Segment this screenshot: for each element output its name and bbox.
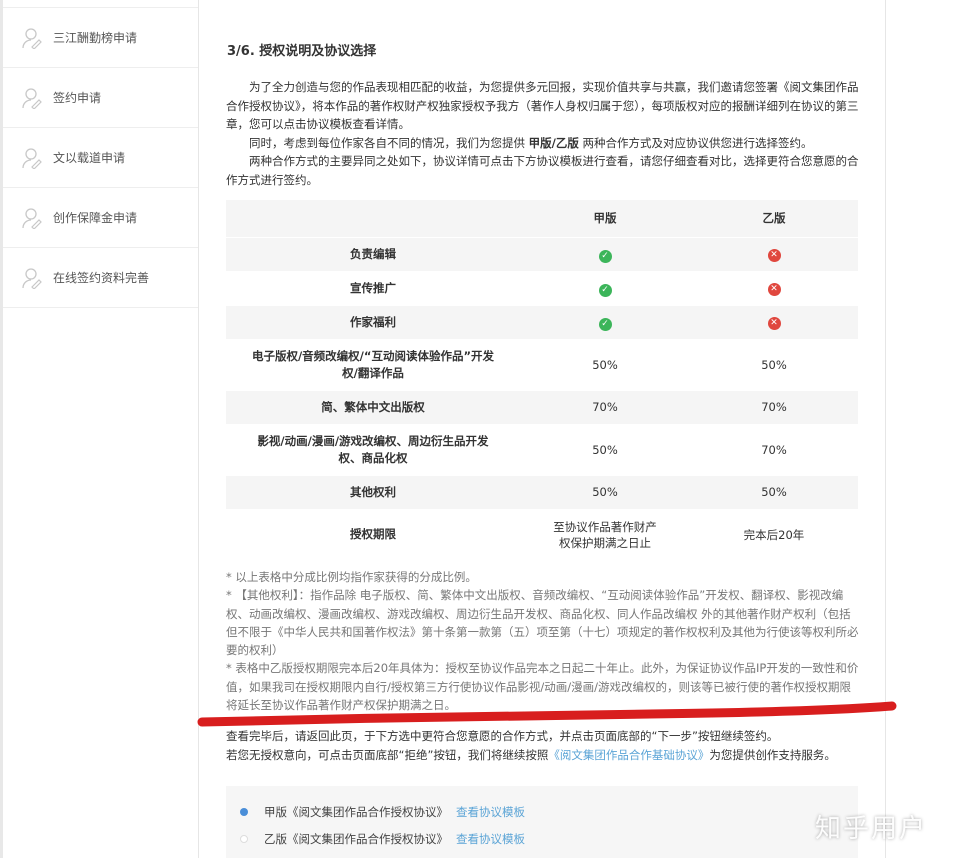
- row-label: 简、繁体中文出版权: [226, 390, 520, 425]
- note: * 【其他权利】：指作品除 电子版权、简、繁体中文出版权、音频改编权、“互动阅读…: [226, 588, 859, 658]
- main-content: 3/6. 授权说明及协议选择 为了全力创造与您的作品表现相匹配的收益，为您提供多…: [199, 0, 886, 858]
- cross-icon: ✕: [767, 317, 781, 330]
- cell-value: 50%: [592, 485, 618, 499]
- intro-text-part: 同时，考虑到每位作家各自不同的情况，我们为您提供: [249, 135, 529, 150]
- cell-value: 50%: [592, 442, 618, 457]
- version-b-cell: 70%: [690, 390, 858, 425]
- intro-paragraph: 为了全力创造与您的作品表现相匹配的收益，为您提供多元回报，实现价值共享与共赢，我…: [226, 80, 859, 131]
- row-label: 宣传推广: [226, 271, 520, 306]
- basic-agreement-link[interactable]: 《阅文集团作品合作基础协议》: [548, 747, 710, 762]
- version-a-cell: ✓: [520, 305, 690, 340]
- note: * 表格中乙版授权期限完本后20年具体为：授权至协议作品完本之日起二十年止。此外…: [226, 661, 859, 713]
- sidebar-item-label: 三江酬勤榜申请: [53, 31, 138, 45]
- version-b-cell: 50%: [690, 339, 858, 391]
- version-a-cell: 50%: [520, 424, 690, 476]
- row-label: 授权期限: [226, 509, 520, 561]
- instruction-text: 为您提供创作支持服务。: [709, 747, 836, 762]
- instructions: 查看完毕后，请返回此页，于下方选中更符合您意愿的合作方式，并点击页面底部的“下一…: [226, 727, 860, 764]
- option-version-b[interactable]: 乙版《阅文集团作品合作授权协议》 查看协议模板: [226, 825, 858, 852]
- table-row: 宣传推广 ✓ ✕: [226, 271, 858, 306]
- table-row: 作家福利 ✓ ✕: [226, 305, 858, 340]
- cell-value: 70%: [761, 400, 787, 414]
- option-label: 甲版《阅文集团作品合作授权协议》: [264, 804, 448, 819]
- table-row: 电子版权/音频改编权/“互动阅读体验作品”开发权/翻译作品 50% 50%: [226, 339, 858, 391]
- version-a-cell: 至协议作品著作财产权保护期满之日止: [520, 509, 690, 561]
- user-edit-icon: [22, 147, 42, 169]
- cell-value: 50%: [761, 357, 787, 372]
- cell-value: 70%: [761, 442, 787, 457]
- version-a-cell: 50%: [520, 339, 690, 391]
- table-row: 简、繁体中文出版权 70% 70%: [226, 390, 858, 425]
- watermark: 知乎用户: [815, 814, 928, 844]
- version-b-cell: 完本后20年: [690, 509, 858, 561]
- check-icon: ✓: [598, 317, 612, 331]
- version-b-cell: 50%: [690, 475, 858, 510]
- version-b-cell: ✕: [690, 305, 858, 340]
- sidebar-item[interactable]: 在线签约资料完善: [3, 248, 198, 308]
- header-version-a: 甲版: [520, 200, 690, 238]
- cell-value: 完本后20年: [743, 527, 805, 542]
- comparison-table: 甲版 乙版 负责编辑 ✓ ✕ 宣传推广 ✓ ✕ 作家福利 ✓ ✕ 电子版权/音频改编权/“互动阅读…: [226, 200, 858, 561]
- version-b-cell: 70%: [690, 424, 858, 476]
- sidebar-item[interactable]: 创作保障金申请: [3, 188, 198, 248]
- intro-bold: 甲版/乙版: [528, 135, 579, 150]
- user-edit-icon: [22, 27, 42, 49]
- version-a-cell: ✓: [520, 237, 690, 272]
- instruction-line: 若您无授权意向，可点击页面底部“拒绝”按钮，我们将继续按照《阅文集团作品合作基础…: [226, 746, 860, 765]
- cross-icon: ✕: [767, 249, 781, 262]
- cell-value: 50%: [761, 485, 787, 499]
- cell-value: 50%: [592, 357, 618, 372]
- row-label: 作家福利: [226, 305, 520, 340]
- user-edit-icon: [22, 267, 42, 289]
- version-b-cell: ✕: [690, 237, 858, 272]
- radio-version-b[interactable]: [240, 834, 248, 843]
- row-label: 电子版权/音频改编权/“互动阅读体验作品”开发权/翻译作品: [226, 339, 520, 391]
- view-template-link[interactable]: 查看协议模板: [456, 831, 525, 846]
- table-row: 授权期限 至协议作品著作财产权保护期满之日止 完本后20年: [226, 509, 858, 561]
- row-label: 其他权利: [226, 475, 520, 510]
- row-label: 负责编辑: [226, 237, 520, 272]
- sidebar-item[interactable]: 文以载道申请: [3, 128, 198, 188]
- cell-value: 70%: [592, 400, 618, 414]
- instruction-text: 若您无授权意向，可点击页面底部“拒绝”按钮，我们将继续按照: [226, 747, 549, 762]
- table-row: 负责编辑 ✓ ✕: [226, 237, 858, 272]
- version-a-cell: ✓: [520, 271, 690, 306]
- radio-version-a[interactable]: [240, 807, 248, 816]
- intro-paragraph: 同时，考虑到每位作家各自不同的情况，我们为您提供 甲版/乙版 两种合作方式及对应…: [226, 134, 860, 153]
- option-version-a[interactable]: 甲版《阅文集团作品合作授权协议》 查看协议模板: [226, 798, 858, 825]
- table-row: 影视/动画/漫画/游戏改编权、周边衍生品开发权、商品化权 50% 70%: [226, 424, 858, 476]
- version-a-cell: 70%: [520, 390, 690, 425]
- table-header-row: 甲版 乙版: [226, 200, 858, 238]
- check-icon: ✓: [598, 249, 612, 263]
- intro-text: 为了全力创造与您的作品表现相匹配的收益，为您提供多元回报，实现价值共享与共赢，我…: [226, 78, 860, 189]
- intro-text-part: 两种合作方式及对应协议供您进行选择签约。: [578, 135, 813, 150]
- view-template-link[interactable]: 查看协议模板: [456, 804, 525, 819]
- sidebar-item-label: 文以载道申请: [53, 151, 126, 165]
- note: * 以上表格中分成比例均指作家获得的分成比例。: [226, 570, 477, 584]
- user-edit-icon: [22, 207, 42, 229]
- cell-value: 至协议作品著作财产权保护期满之日止: [553, 519, 657, 550]
- header-version-b: 乙版: [690, 200, 858, 238]
- option-label: 乙版《阅文集团作品合作授权协议》: [264, 831, 448, 846]
- sidebar-top: [3, 0, 198, 8]
- cross-icon: ✕: [767, 283, 781, 296]
- version-b-cell: ✕: [690, 271, 858, 306]
- sidebar-item-label: 创作保障金申请: [53, 211, 138, 225]
- page-title: 3/6. 授权说明及协议选择: [227, 44, 377, 59]
- version-a-cell: 50%: [520, 475, 690, 510]
- sidebar-item[interactable]: 签约申请: [3, 68, 198, 128]
- sidebar-item-label: 签约申请: [53, 91, 102, 105]
- notes: * 以上表格中分成比例均指作家获得的分成比例。 * 【其他权利】：指作品除 电子…: [226, 568, 860, 714]
- sidebar-item-label: 在线签约资料完善: [53, 271, 150, 285]
- sidebar: 三江酬勤榜申请 签约申请文以载道申请 创作保障金申请 在线签约资料完善: [0, 0, 199, 858]
- user-edit-icon: [22, 87, 42, 109]
- agreement-choice: 甲版《阅文集团作品合作授权协议》 查看协议模板 乙版《阅文集团作品合作授权协议》…: [226, 786, 858, 858]
- sidebar-item[interactable]: 三江酬勤榜申请: [3, 8, 198, 68]
- instruction-line: 查看完毕后，请返回此页，于下方选中更符合您意愿的合作方式，并点击页面底部的“下一…: [226, 729, 779, 743]
- table-row: 其他权利 50% 50%: [226, 475, 858, 510]
- header-label: [226, 200, 520, 238]
- check-icon: ✓: [598, 283, 612, 297]
- intro-paragraph: 两种合作方式的主要异同之处如下，协议详情可点击下方协议模板进行查看，请您仔细查看…: [226, 154, 859, 187]
- row-label: 影视/动画/漫画/游戏改编权、周边衍生品开发权、商品化权: [226, 424, 520, 476]
